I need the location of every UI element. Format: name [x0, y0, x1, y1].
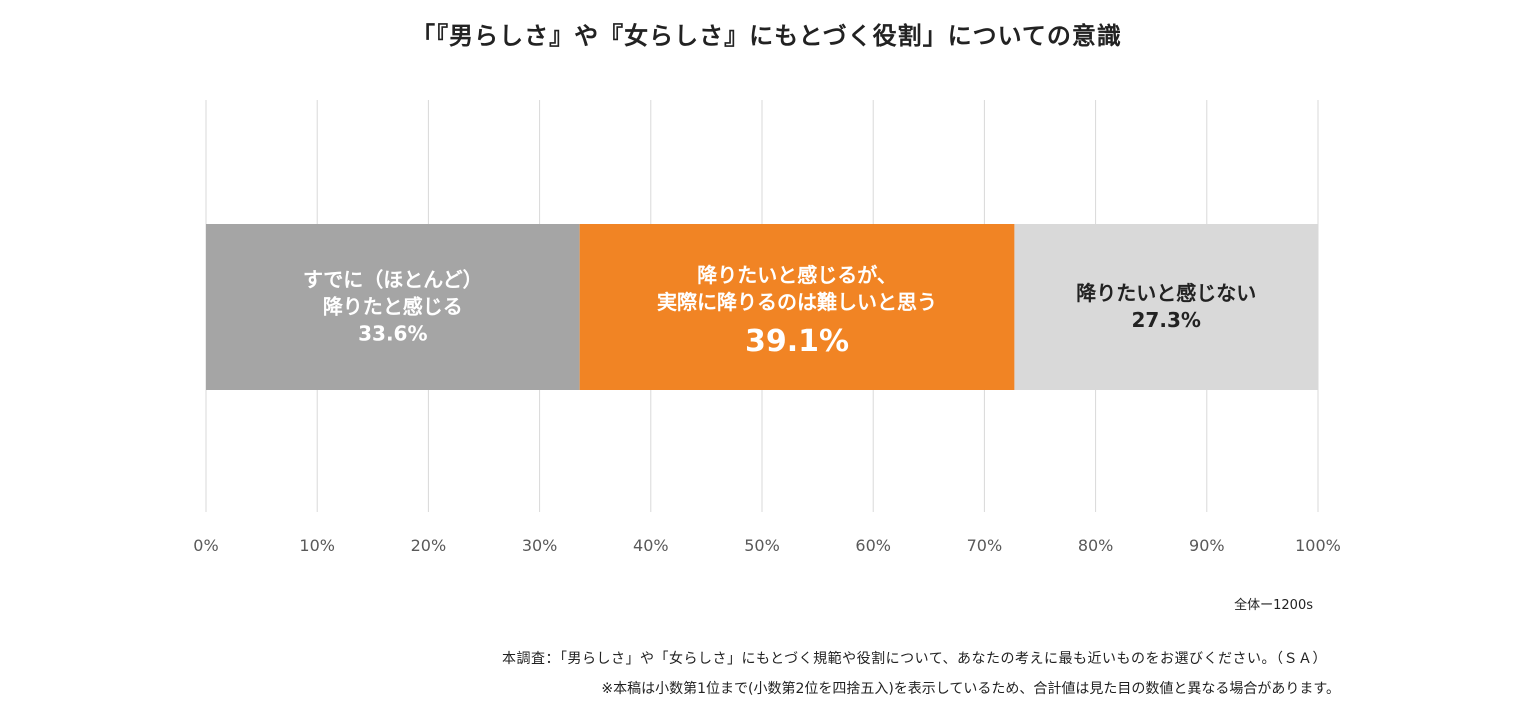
stacked-bar-chart: すでに（ほとんど） 降りたと感じる 33.6% 降りたいと感じるが、実際に降りるのは難…	[193, 100, 1341, 555]
x-tick-label-9: 90%	[1189, 536, 1225, 555]
chart-title: 「『男らしさ』や『女らしさ』にもとづく役割」についての意識	[411, 22, 1122, 50]
bar-segment-1	[579, 224, 1015, 390]
bar-segments	[206, 224, 1318, 390]
x-tick-label-4: 40%	[633, 536, 669, 555]
bar-segment-0	[206, 224, 580, 390]
segment-0-value-label: 33.6%	[358, 322, 427, 346]
segment-0-label-line-1: 降りたと感じる	[323, 295, 463, 319]
rounding-note: ※本稿は小数第1位まで(小数第2位を四捨五入)を表示しているため、合計値は見た目…	[601, 681, 1340, 697]
x-tick-label-5: 50%	[744, 536, 780, 555]
x-tick-label-10: 100%	[1295, 536, 1341, 555]
x-tick-label-2: 20%	[411, 536, 447, 555]
x-tick-label-0: 0%	[193, 536, 218, 555]
segment-1-label-line-1: 実際に降りるのは難しいと思う	[657, 290, 937, 314]
x-tick-label-7: 70%	[967, 536, 1003, 555]
question-note: 本調査：「男らしさ」や「女らしさ」にもとづく規範や役割について、あなたの考えに最…	[501, 651, 1327, 667]
bar-segment-2	[1014, 224, 1318, 390]
segment-labels: すでに（ほとんど） 降りたと感じる 33.6% 降りたいと感じるが、実際に降りるのは難…	[303, 263, 1256, 359]
x-axis-ticks: 0% 10% 20% 30% 40% 50% 60% 70% 80% 90% 100%	[193, 536, 1341, 555]
segment-2-label-line-0: 降りたいと感じない	[1076, 281, 1256, 305]
x-tick-label-8: 80%	[1078, 536, 1114, 555]
segment-0-label-line-0: すでに（ほとんど）	[303, 268, 483, 292]
segment-1-label-line-0: 降りたいと感じるが、	[697, 263, 897, 287]
x-tick-label-1: 10%	[299, 536, 335, 555]
sample-size-note: 全体ー1200s	[1234, 598, 1313, 613]
x-tick-label-6: 60%	[855, 536, 891, 555]
segment-1-value-label: 39.1%	[745, 324, 849, 359]
x-tick-label-3: 30%	[522, 536, 558, 555]
segment-2-value-label: 27.3%	[1132, 308, 1201, 332]
